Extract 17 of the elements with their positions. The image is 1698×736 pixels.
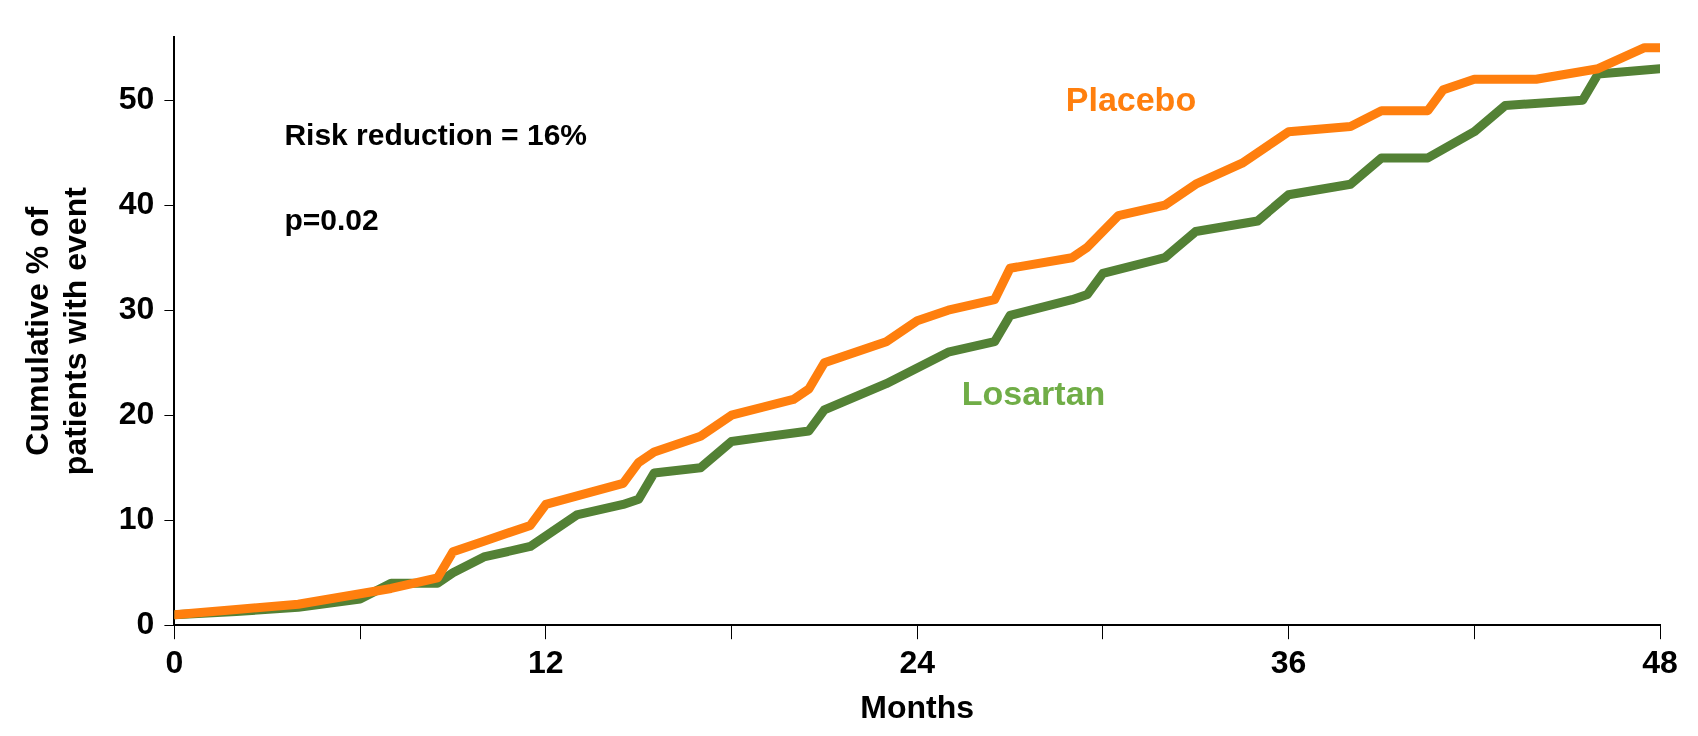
- x-tick-label: 36: [1270, 644, 1307, 681]
- series-label: Losartan: [961, 374, 1106, 413]
- y-tick-label: 0: [136, 605, 155, 642]
- x-tick-label: 12: [528, 644, 564, 681]
- y-axis-title: Cumulative % of patients with event: [19, 186, 94, 476]
- y-tick-label: 50: [118, 80, 155, 117]
- y-tick-label: 40: [118, 185, 155, 222]
- x-axis-title: Months: [860, 688, 975, 725]
- x-tick-label: 0: [165, 644, 184, 681]
- y-tick-label: 30: [118, 290, 155, 327]
- annotation: p=0.02: [284, 203, 379, 237]
- x-tick-label: 48: [1642, 644, 1678, 681]
- annotation: Risk reduction = 16%: [284, 118, 587, 152]
- y-tick-label: 10: [118, 500, 155, 537]
- y-tick-label: 20: [118, 395, 155, 432]
- x-tick-label: 24: [899, 644, 936, 681]
- series-label: Placebo: [1065, 80, 1197, 119]
